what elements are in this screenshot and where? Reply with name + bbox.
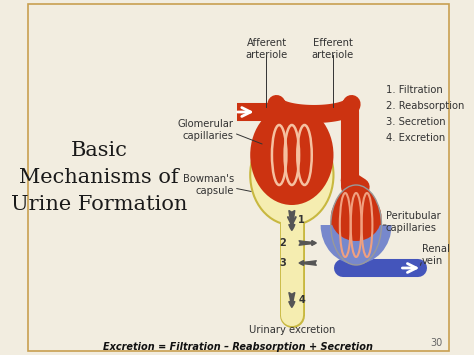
Text: Renal
vein: Renal vein <box>422 244 450 266</box>
Text: Afferent
arteriole: Afferent arteriole <box>246 38 288 60</box>
Text: Excretion = Filtration – Reabsorption + Secretion: Excretion = Filtration – Reabsorption + … <box>103 342 374 352</box>
FancyBboxPatch shape <box>27 4 449 351</box>
Wedge shape <box>320 225 392 264</box>
Text: 3: 3 <box>280 258 286 268</box>
Text: 2: 2 <box>280 238 286 248</box>
Text: 1. Filtration: 1. Filtration <box>386 85 443 95</box>
Ellipse shape <box>331 193 382 241</box>
Ellipse shape <box>331 205 382 265</box>
Ellipse shape <box>250 125 334 225</box>
Ellipse shape <box>331 185 382 265</box>
Text: 1: 1 <box>298 215 305 225</box>
Text: 4. Excretion: 4. Excretion <box>386 133 445 143</box>
Text: Glomerular
capillaries: Glomerular capillaries <box>178 119 234 141</box>
Text: 2. Reabsorption: 2. Reabsorption <box>386 101 465 111</box>
Text: Peritubular
capillaries: Peritubular capillaries <box>386 211 441 233</box>
Ellipse shape <box>250 105 334 205</box>
Text: Efferent
arteriole: Efferent arteriole <box>311 38 354 60</box>
Text: 3. Secretion: 3. Secretion <box>386 117 446 127</box>
Text: Basic
Mechanisms of
Urine Formation: Basic Mechanisms of Urine Formation <box>11 142 187 213</box>
Text: Urinary excretion: Urinary excretion <box>249 325 335 335</box>
Text: 30: 30 <box>430 338 442 348</box>
Text: Bowman's
capsule: Bowman's capsule <box>182 174 234 196</box>
Text: 4: 4 <box>298 295 305 305</box>
